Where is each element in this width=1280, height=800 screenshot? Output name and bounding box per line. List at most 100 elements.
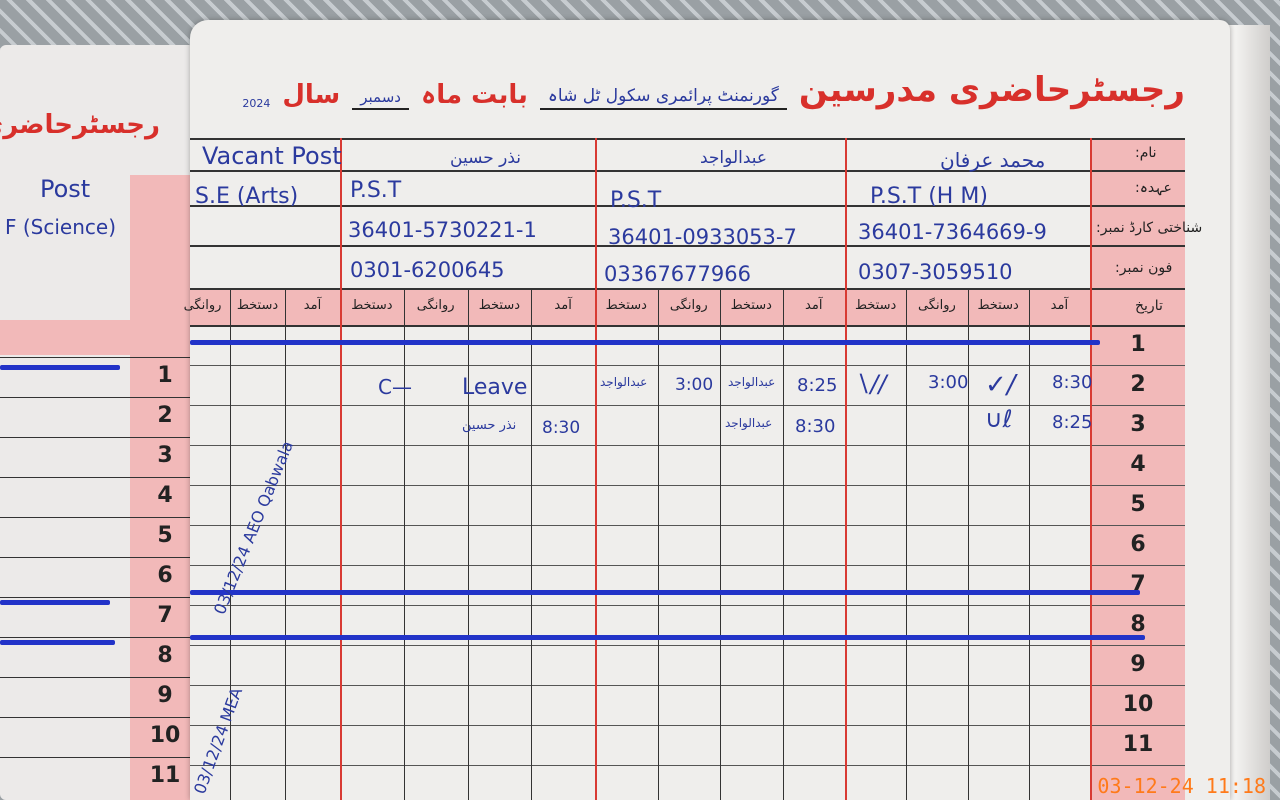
row-divider [190,365,1185,366]
teacher-2-designation: P.S.T [610,188,662,213]
left-post: Post [40,175,91,203]
row3-t2-signature: عبدالواجد [725,416,773,430]
teacher-2-name: عبدالواجد [700,148,768,168]
row-divider [190,685,1185,686]
row-divider [190,485,1185,486]
teacher-1-cnic: 36401-7364669-9 [858,220,1047,244]
month-label: بابت ماہ [420,80,528,110]
left-row-divider [0,637,190,638]
teacher-column-divider [595,138,597,800]
label-column [1090,138,1185,800]
year-label: سال [282,80,341,110]
grid-line-h [190,205,1185,207]
grid-line-h [190,245,1185,247]
sub-column-divider [906,290,908,800]
subcolumn-header: روانگی [917,298,956,313]
year-value: 2024 [242,97,271,110]
day-number: 6 [1130,532,1146,557]
row-divider [190,525,1185,526]
photo-timestamp: 03-12-24 11:18 [1097,774,1266,798]
label-name: نام: [1135,145,1157,161]
teacher-1-designation: P.S.T (H M) [870,184,988,209]
row2-t1-signature-2: ∖∕∕ [855,370,887,398]
row2-t2-out: 3:00 [675,375,714,395]
left-day-number: 11 [149,763,181,788]
left-day-number: 1 [157,363,173,388]
sub-column-divider [531,290,533,800]
vacant-post-designation: S.E (Arts) [195,184,299,209]
subcolumn-header: روانگی [669,298,708,313]
sub-column-divider [782,290,784,800]
subcolumn-header: آمد [554,298,572,313]
label-column-border [1090,138,1092,800]
grid-line-h [190,325,1185,327]
sub-column-divider [403,290,405,800]
sub-column-divider [467,290,469,800]
row2-t3-mark: C— [378,375,412,399]
left-row-divider [0,757,190,758]
subcolumn-header: روانگی [183,298,222,313]
left-day-number: 7 [157,603,173,628]
left-blue-line [0,640,115,645]
sub-column-divider [720,290,721,800]
day-number: 3 [1130,412,1146,437]
register-header: رجسٹرحاضری مدرسین گورنمنٹ پرائمری سکول ٹ… [242,70,1185,110]
teacher-3-phone: 0301-6200645 [350,258,505,282]
subcolumn-header: دستخط [730,298,772,313]
sub-column-divider [1028,290,1030,800]
row3-t3-signature: نذر حسین [462,418,517,433]
row2-t1-out: 3:00 [928,372,969,393]
row-divider [190,405,1185,406]
subcolumn-header: دستخط [351,298,393,313]
teacher-1-phone: 0307-3059510 [858,260,1013,284]
left-label-column [130,175,190,800]
sub-column-divider [285,290,286,800]
left-row-divider [0,557,190,558]
teacher-1-name: محمد عرفان [940,148,1046,172]
subcolumn-header: آمد [805,298,823,313]
day-number: 4 [1130,452,1146,477]
day-number: 10 [1122,692,1154,717]
left-blue-line [0,365,120,370]
day-number: 1 [1130,332,1146,357]
day-number: 9 [1130,652,1146,677]
teacher-column-divider [845,138,847,800]
label-cnic: شناختی کارڈ نمبر: [1096,220,1203,236]
left-day-number: 4 [157,483,173,508]
row-divider [190,565,1185,566]
left-row-divider [0,517,190,518]
label-date: تاریخ [1135,298,1163,314]
left-designation: F (Science) [5,215,116,239]
left-day-number: 2 [157,403,173,428]
left-row-divider [0,677,190,678]
row2-t2-signature-2: عبدالواجد [600,375,648,389]
left-day-number: 6 [157,563,173,588]
subcolumn-header: روانگی [416,298,455,313]
row2-t2-in: 8:25 [797,375,838,396]
row-divider [190,645,1185,646]
row2-t3-leave: Leave [462,375,528,400]
row-divider [190,605,1185,606]
teacher-2-phone: 03367677966 [604,262,751,286]
left-day-number: 10 [149,723,181,748]
left-row-divider [0,477,190,478]
day-number: 5 [1130,492,1146,517]
subcolumn-header: آمد [303,298,322,313]
left-day-number: 3 [157,443,173,468]
left-blue-line [0,600,110,605]
teacher-3-name: نذر حسین [450,148,522,168]
left-row-divider [0,437,190,438]
blue-strike-line [190,635,1145,640]
left-day-number: 5 [157,523,173,548]
row-divider [190,445,1185,446]
day-number: 2 [1130,372,1146,397]
register-title: رجسٹرحاضری مدرسین [798,70,1185,110]
mea-remark: 03/12/24 MEA [190,684,247,797]
sub-column-divider [657,290,659,800]
teacher-3-cnic: 36401-5730221-1 [348,218,537,242]
school-name: گورنمنٹ پرائمری سکول ٹل شاہ [539,85,787,110]
left-row-divider [0,717,190,718]
label-designation: عہدہ: [1135,180,1172,196]
left-day-number: 8 [157,643,173,668]
subcolumn-header: دستخط [236,298,279,313]
